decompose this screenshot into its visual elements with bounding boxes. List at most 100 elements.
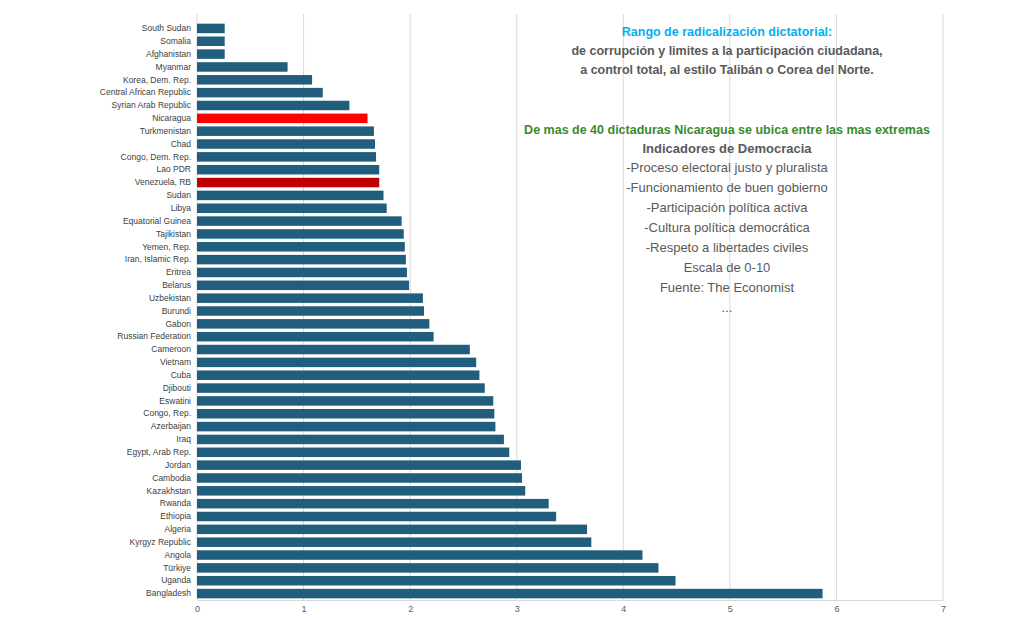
grid-line <box>836 14 837 600</box>
bar <box>197 24 225 34</box>
category-label: Kazakhstan <box>147 486 192 496</box>
bar <box>197 216 402 226</box>
x-tick-label: 7 <box>941 604 946 614</box>
y-tick: Yemen, Rep. <box>142 241 197 251</box>
y-tick: Egypt, Arab Rep. <box>127 447 197 457</box>
y-tick: Angola <box>165 550 197 560</box>
category-label: Bangladesh <box>146 588 191 598</box>
x-tick: 2 <box>408 600 413 614</box>
annotation: Fuente: The Economist <box>660 280 795 295</box>
bar <box>197 229 404 239</box>
bar <box>197 370 479 380</box>
bar <box>197 281 409 291</box>
x-tick: 0 <box>195 600 200 614</box>
category-label: Türkiye <box>163 563 191 573</box>
category-label: Eswatini <box>159 396 191 406</box>
y-tick: Djibouti <box>163 383 197 393</box>
category-label: Russian Federation <box>117 331 191 341</box>
bar <box>197 499 549 509</box>
category-label: Sudan <box>166 190 191 200</box>
x-tick-label: 2 <box>408 604 413 614</box>
category-label: South Sudan <box>142 23 191 33</box>
y-tick: Venezuela, RB <box>135 177 197 187</box>
bar <box>197 486 525 496</box>
y-tick: Cameroon <box>151 344 197 354</box>
bar <box>197 306 424 316</box>
bar <box>197 49 225 59</box>
annotation: ... <box>722 300 733 315</box>
bar <box>197 152 376 162</box>
category-label: Korea, Dem. Rep. <box>123 75 191 85</box>
chart: 01234567South SudanSomaliaAfghanistanMya… <box>0 0 1024 618</box>
bar <box>197 101 349 111</box>
category-label: Congo, Dem. Rep. <box>121 152 191 162</box>
y-tick: Eswatini <box>159 396 197 406</box>
y-tick: Türkiye <box>163 563 197 573</box>
category-label: Ethiopia <box>160 511 191 521</box>
plot: 01234567South SudanSomaliaAfghanistanMya… <box>100 14 946 614</box>
x-tick-label: 1 <box>302 604 307 614</box>
category-label: Rwanda <box>160 498 191 508</box>
x-tick: 6 <box>834 600 839 614</box>
annotation: -Cultura política democrática <box>644 220 810 235</box>
y-tick: Tajikistan <box>156 229 197 239</box>
category-label: Nicaragua <box>152 113 191 123</box>
bar <box>197 37 225 47</box>
bar <box>197 165 379 175</box>
category-label: Central African Republic <box>100 87 192 97</box>
bar <box>197 589 823 599</box>
bar <box>197 178 379 188</box>
annotation: -Respeto a libertades civiles <box>646 240 809 255</box>
y-tick: Kazakhstan <box>147 486 197 496</box>
bar <box>197 255 406 265</box>
category-label: Congo, Rep. <box>143 408 191 418</box>
y-tick: Uzbekistan <box>149 293 197 303</box>
grid-line <box>623 14 624 600</box>
bar <box>197 422 495 432</box>
x-axis: 01234567 <box>195 600 946 614</box>
y-tick: Bangladesh <box>146 588 197 598</box>
bar <box>197 319 429 329</box>
annotation: -Proceso electoral justo y pluralista <box>626 160 828 175</box>
bar <box>197 460 521 470</box>
bar <box>197 242 405 252</box>
y-tick: Cuba <box>171 370 197 380</box>
y-tick: Burundi <box>162 306 197 316</box>
bar <box>197 268 407 278</box>
x-tick-label: 4 <box>621 604 626 614</box>
annotation: -Participación política activa <box>646 200 808 215</box>
category-label: Eritrea <box>166 267 191 277</box>
category-label: Cuba <box>171 370 192 380</box>
bar <box>197 139 375 149</box>
y-tick: South Sudan <box>142 23 197 33</box>
category-label: Somalia <box>160 36 191 46</box>
y-tick: Equatorial Guinea <box>123 216 197 226</box>
category-label: Uzbekistan <box>149 293 191 303</box>
y-tick: Somalia <box>160 36 197 46</box>
bar <box>197 563 658 573</box>
y-tick: Congo, Dem. Rep. <box>121 152 197 162</box>
category-label: Cambodia <box>152 473 191 483</box>
y-tick: Kyrgyz Republic <box>130 537 197 547</box>
bar <box>197 88 323 98</box>
y-tick: Iran, Islamic Rep. <box>125 254 197 264</box>
bar <box>197 409 494 419</box>
category-label: Cameroon <box>151 344 191 354</box>
category-label: Syrian Arab Republic <box>112 100 192 110</box>
x-tick: 3 <box>515 600 520 614</box>
category-label: Uganda <box>161 575 191 585</box>
bar <box>197 62 288 72</box>
bar <box>197 358 476 368</box>
y-tick: Libya <box>171 203 197 213</box>
bar <box>197 383 485 393</box>
annotation: a control total, al estilo Talibán o Cor… <box>580 63 874 77</box>
category-label: Angola <box>165 550 192 560</box>
bars <box>197 24 823 599</box>
x-axis-line <box>198 600 944 601</box>
category-label: Belarus <box>162 280 191 290</box>
y-tick: Eritrea <box>166 267 197 277</box>
y-tick: Gabon <box>165 319 197 329</box>
y-tick: Nicaragua <box>152 113 197 123</box>
bar <box>197 473 522 483</box>
y-tick: Cambodia <box>152 473 197 483</box>
